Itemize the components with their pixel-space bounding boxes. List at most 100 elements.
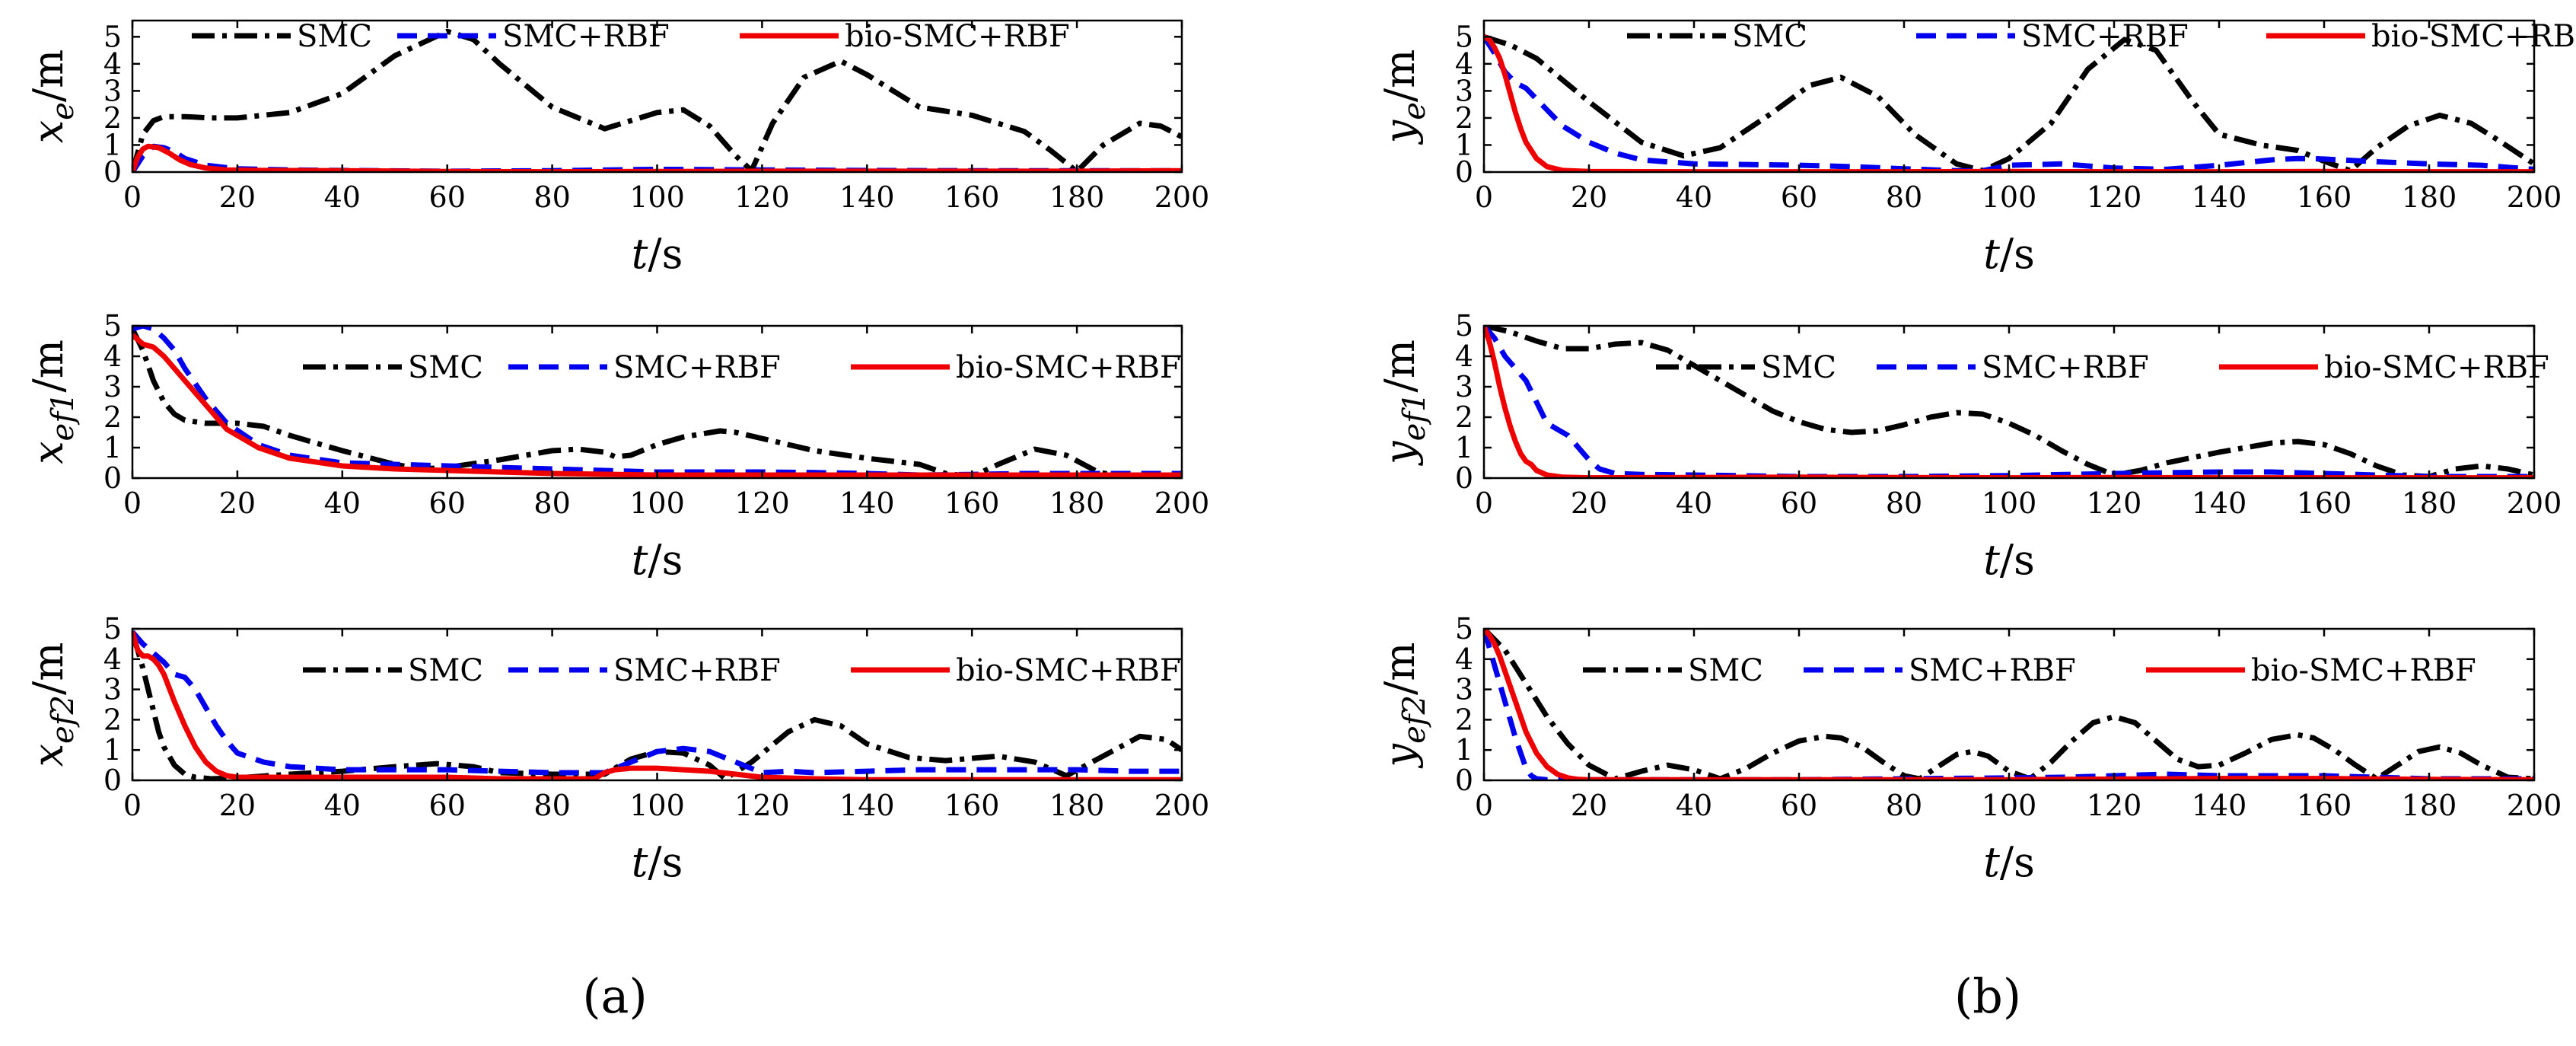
legend-label: bio-SMC+RBF: [2324, 350, 2549, 385]
y-tick-label: 0: [103, 461, 122, 495]
x-axis-label: t/s: [632, 230, 683, 278]
y-axis-label: yef2/m: [1376, 643, 1432, 769]
y-axis-label: xe/m: [24, 49, 81, 144]
x-tick-label: 200: [1154, 789, 1210, 822]
series-line-smc-rbf: [1484, 35, 2534, 172]
y-axis-subscript: e: [46, 102, 81, 120]
x-tick-label: 0: [123, 789, 142, 822]
x-tick-label: 100: [1982, 789, 2037, 822]
y-axis-label: xef1/m: [24, 340, 81, 464]
y-tick-label: 4: [1455, 340, 1473, 373]
y-tick-label: 5: [1455, 309, 1473, 343]
x-axis-var: t: [632, 536, 648, 584]
y-axis-unit: /m: [1376, 49, 1424, 102]
x-tick-label: 0: [1475, 180, 1493, 214]
x-tick-label: 120: [734, 789, 790, 822]
x-tick-label: 100: [1982, 486, 2037, 520]
y-axis-subscript: e: [1397, 102, 1432, 120]
x-axis-label: t/s: [632, 838, 683, 886]
x-tick-label: 80: [533, 486, 570, 520]
y-tick-label: 3: [1455, 74, 1473, 107]
x-tick-label: 160: [944, 789, 1000, 822]
x-tick-label: 80: [533, 789, 570, 822]
legend: SMC SMC+RBF bio-SMC+RBF: [1627, 19, 2576, 54]
series-line-bio-smc-rbf: [1484, 34, 2534, 172]
y-axis-label: ye/m: [1376, 49, 1432, 145]
x-tick-label: 100: [1982, 180, 2037, 214]
y-tick-label: 1: [103, 431, 122, 464]
y-axis-label: yef1/m: [1376, 340, 1432, 466]
y-axis-unit: /m: [1376, 340, 1424, 392]
panel-label-b: (b): [1954, 968, 2021, 1024]
legend-label: SMC+RBF: [613, 653, 781, 688]
x-tick-label: 140: [2192, 486, 2247, 520]
x-tick-label: 40: [1676, 486, 1712, 520]
x-axis-unit: /s: [2000, 838, 2035, 886]
y-axis-var: y: [1376, 440, 1424, 466]
plot-frame: [1482, 627, 2536, 782]
legend-label: SMC+RBF: [1982, 350, 2149, 385]
x-tick-label: 120: [2087, 180, 2142, 214]
y-tick-label: 5: [103, 309, 122, 343]
legend: SMC SMC+RBF bio-SMC+RBF: [303, 653, 1181, 688]
y-tick-label: 2: [1455, 101, 1473, 135]
y-tick-label: 3: [103, 74, 122, 107]
y-axis-subscript: ef2: [1397, 695, 1432, 744]
x-tick-label: 60: [429, 180, 466, 214]
x-tick-label: 60: [1781, 789, 1817, 822]
x-tick-label: 160: [2297, 180, 2352, 214]
y-tick-label: 1: [1455, 733, 1473, 767]
x-tick-label: 180: [1049, 180, 1105, 214]
x-tick-label: 40: [324, 180, 361, 214]
y-axis-unit: /m: [1376, 643, 1424, 695]
legend-label: SMC: [1761, 350, 1836, 385]
x-tick-label: 160: [2297, 486, 2352, 520]
x-tick-label: 60: [1781, 486, 1817, 520]
y-tick-label: 5: [103, 612, 122, 646]
x-tick-label: 100: [629, 180, 685, 214]
x-tick-label: 180: [1049, 789, 1105, 822]
x-tick-label: 140: [2192, 789, 2247, 822]
x-axis-label: t/s: [1983, 838, 2035, 886]
y-tick-label: 2: [1455, 703, 1473, 736]
plots-layer: 0 20 40 60 80 100 120 140 160 180 200012345t/sxe/m…: [24, 19, 2576, 886]
x-tick-label: 120: [734, 180, 790, 214]
x-tick-label: 200: [2507, 486, 2562, 520]
series-line-smc-rbf: [132, 630, 1182, 776]
legend: SMC SMC+RBF bio-SMC+RBF: [1583, 653, 2476, 688]
y-axis-var: x: [24, 120, 72, 143]
y-tick-label: 0: [1455, 155, 1473, 189]
x-tick-label: 140: [2192, 180, 2247, 214]
x-tick-label: 120: [2087, 789, 2142, 822]
y-axis-var: y: [1376, 742, 1424, 768]
legend-label: bio-SMC+RBF: [956, 350, 1181, 385]
y-axis-var: y: [1376, 119, 1424, 145]
x-tick-label: 0: [123, 486, 142, 520]
y-tick-label: 1: [1455, 128, 1473, 161]
x-tick-label: 100: [629, 486, 685, 520]
series-line-bio-smc-rbf: [132, 333, 1182, 478]
x-tick-label: 20: [1571, 486, 1607, 520]
y-tick-label: 3: [1455, 673, 1473, 706]
x-tick-label: 80: [1886, 180, 1922, 214]
series-line-smc-rbf: [1484, 629, 2534, 780]
x-axis-label: t/s: [632, 536, 683, 584]
x-axis-unit: /s: [2000, 536, 2035, 584]
x-tick-label: 140: [839, 180, 895, 214]
legend: SMC SMC+RBF bio-SMC+RBF: [192, 19, 1070, 54]
x-axis-unit: /s: [648, 230, 683, 278]
y-tick-label: 2: [103, 703, 122, 736]
x-tick-label: 20: [1571, 789, 1607, 822]
legend: SMC SMC+RBF bio-SMC+RBF: [1656, 350, 2549, 385]
x-tick-label: 200: [1154, 486, 1210, 520]
x-tick-label: 200: [2507, 180, 2562, 214]
x-tick-label: 140: [839, 486, 895, 520]
x-tick-label: 160: [944, 180, 1000, 214]
x-tick-label: 20: [1571, 180, 1607, 214]
legend-label: bio-SMC+RBF: [845, 19, 1070, 54]
x-tick-label: 60: [429, 789, 466, 822]
legend-label: SMC: [408, 653, 483, 688]
x-axis-var: t: [632, 838, 648, 886]
